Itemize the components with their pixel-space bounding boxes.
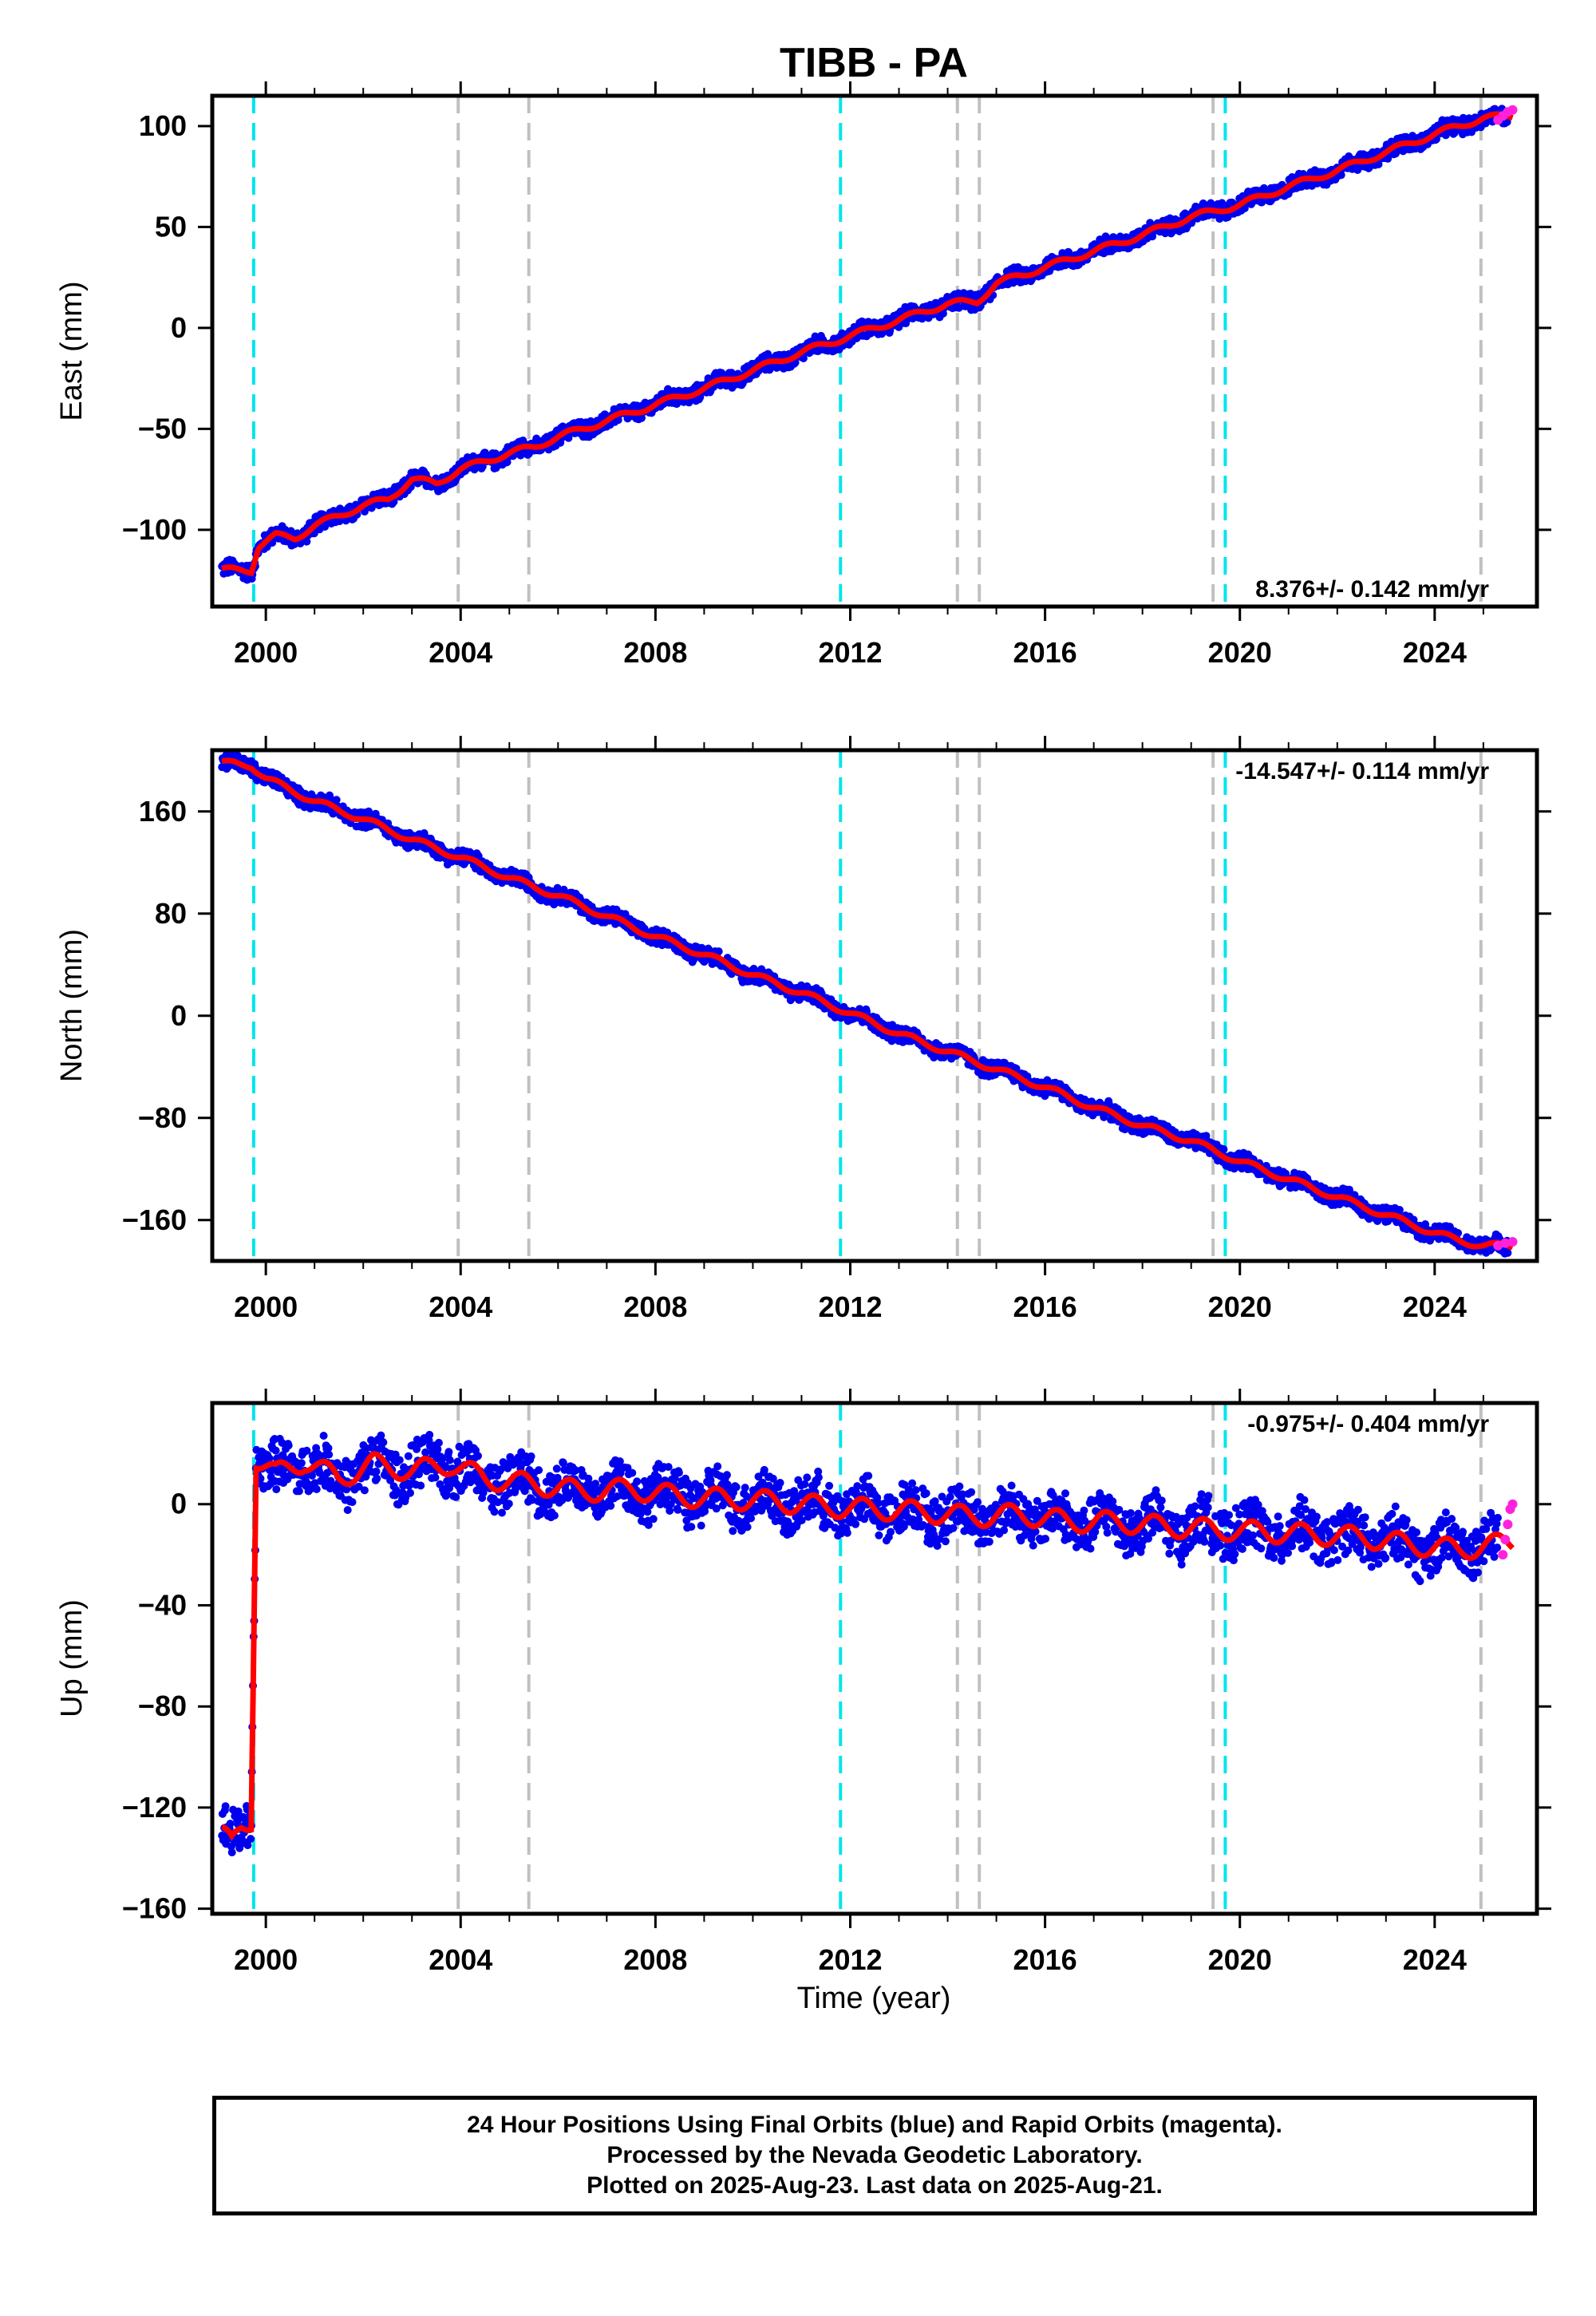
data-point-final (1337, 171, 1345, 180)
panel-north: 2000 2004 2008 2012 2016 2020 2024 −160 −80 0 80 16… (55, 736, 1551, 1323)
panel-up: 2000 2004 2008 2012 2016 2020 2024−160−120−80−… (55, 1389, 1551, 1976)
data-point-final (379, 1438, 388, 1447)
data-point-final (395, 1456, 404, 1464)
y-tick-label: 50 (155, 210, 187, 243)
y-tick-label: 0 (171, 311, 187, 344)
velocity-rate-text: -14.547+/- 0.114 mm/yr (1235, 758, 1489, 785)
data-point-final (297, 1459, 306, 1468)
data-point-final (302, 537, 311, 546)
x-tick-label: 2004 (429, 1290, 492, 1323)
data-point-final (272, 1485, 281, 1494)
plot-frame (210, 93, 1539, 609)
x-tick-label: 2012 (818, 1290, 882, 1323)
data-point-final (714, 947, 723, 956)
data-point-final (1503, 1248, 1512, 1257)
data-point-final (444, 1448, 453, 1456)
data-point-rapid (1507, 1237, 1518, 1247)
y-tick-label: −160 (122, 1203, 187, 1236)
x-tick-label: 2008 (623, 636, 687, 669)
y-tick-label: 80 (155, 897, 187, 930)
data-point-final (360, 1486, 369, 1495)
data-point-final (284, 1441, 293, 1450)
data-point-final (1374, 160, 1383, 168)
x-tick-label: 2012 (818, 636, 882, 669)
data-point-final (294, 1487, 303, 1496)
data-point-final (312, 1485, 321, 1493)
data-point-final (343, 1506, 352, 1515)
chart-title: TIBB - PA (780, 40, 968, 86)
data-point-final (348, 1498, 357, 1507)
y-tick-label: −80 (138, 1101, 187, 1134)
x-tick-label: 2000 (234, 1290, 298, 1323)
velocity-rate-text: 8.376+/- 0.142 mm/yr (1255, 576, 1489, 603)
plot-area-up (218, 1403, 1518, 1914)
plot-frame (210, 748, 1539, 1263)
y-tick-label: 0 (171, 999, 187, 1032)
x-tick-label: 2016 (1013, 1290, 1077, 1323)
data-point-final (271, 1446, 280, 1455)
panels-group: 2000 2004 2008 2012 2016 2020 2024 −100 −50 0 50 10… (55, 81, 1551, 1976)
panel-east: 2000 2004 2008 2012 2016 2020 2024 −100 −50 0 50 10… (55, 81, 1551, 669)
x-tick-label: 2024 (1403, 1290, 1467, 1323)
data-point-final (1065, 248, 1073, 257)
x-tick-label: 2020 (1208, 1290, 1272, 1323)
x-tick-label: 2000 (234, 636, 298, 669)
model-fit-line (221, 111, 1514, 577)
plot-area-east (218, 96, 1518, 607)
y-tick-label: 160 (139, 795, 187, 828)
plot-area-north (218, 750, 1518, 1261)
data-point-final (221, 1802, 230, 1811)
y-axis-label: East (mm) (55, 281, 89, 421)
x-tick-label: 2016 (1013, 636, 1077, 669)
data-point-final (373, 1474, 381, 1483)
data-point-final (431, 1473, 440, 1482)
data-point-final (319, 1432, 328, 1440)
data-point-final (404, 1452, 413, 1460)
x-tick-label: 2008 (623, 1290, 687, 1323)
x-tick-label: 2020 (1208, 636, 1272, 669)
x-tick-label: 2004 (429, 636, 492, 669)
y-axis-label: North (mm) (55, 929, 89, 1082)
data-point-final (799, 354, 808, 362)
y-tick-label: 100 (139, 109, 187, 142)
data-point-final (434, 1438, 443, 1447)
y-tick-label: −50 (138, 412, 187, 445)
data-point-final (406, 1488, 414, 1497)
data-point-final (332, 796, 341, 804)
data-point-final (247, 1835, 255, 1844)
x-tick-label: 2024 (1403, 636, 1467, 669)
data-point-final (325, 1450, 334, 1459)
data-point-final (417, 1481, 425, 1490)
data-point-final (372, 1467, 381, 1476)
data-point-final (227, 1848, 236, 1857)
data-point-rapid (1507, 105, 1518, 115)
data-point-final (445, 1456, 454, 1464)
y-tick-label: −100 (122, 513, 187, 546)
data-point-final (425, 1430, 434, 1439)
